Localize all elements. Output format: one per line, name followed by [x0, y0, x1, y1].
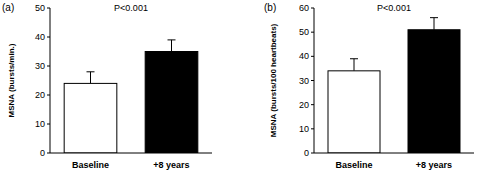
y-tick-label: 40	[299, 51, 309, 61]
error-cap	[350, 58, 358, 59]
x-axis	[50, 153, 212, 154]
error-cap	[430, 17, 438, 18]
y-tick-label: 20	[299, 100, 309, 110]
error-bar	[87, 72, 95, 84]
y-axis	[50, 8, 51, 153]
x-tick-label: +8 years	[153, 160, 189, 170]
error-stem	[90, 72, 91, 84]
annotation: P<0.001	[114, 3, 148, 13]
error-stem	[434, 18, 435, 30]
y-tick-label: 30	[299, 76, 309, 86]
error-stem	[354, 59, 355, 71]
y-tick-label: 40	[35, 32, 45, 42]
error-cap	[87, 71, 95, 72]
y-axis-label: MSNA (bursts/100 heartbeats)	[269, 23, 278, 137]
y-tick-label: 60	[299, 3, 309, 13]
plot-area	[328, 18, 460, 153]
y-axis	[314, 8, 315, 153]
bar	[408, 30, 460, 153]
y-tick-label: 10	[299, 124, 309, 134]
x-tick-label: Baseline	[335, 160, 372, 170]
annotation: P<0.001	[377, 3, 411, 13]
y-tick-label: 50	[35, 3, 45, 13]
x-tick-label: +8 years	[416, 160, 452, 170]
bar	[145, 52, 198, 154]
error-bar	[168, 40, 176, 52]
plot-area	[64, 40, 198, 153]
y-tick-label: 30	[35, 61, 45, 71]
panel-label: (b)	[264, 2, 276, 13]
bar	[328, 71, 380, 153]
x-axis	[314, 153, 474, 154]
error-bar	[430, 18, 438, 30]
error-bar	[350, 59, 358, 71]
y-tick-label: 10	[35, 119, 45, 129]
y-tick-label: 50	[299, 27, 309, 37]
y-tick-label: 0	[40, 148, 45, 158]
y-tick-label: 20	[35, 90, 45, 100]
y-tick-label: 0	[304, 148, 309, 158]
error-stem	[171, 40, 172, 52]
bar	[64, 83, 117, 153]
figure: (a) P<0.001 MSNA (bursts/min.) 0 10 20 30 40 50 B…	[0, 0, 500, 177]
error-cap	[168, 39, 176, 40]
y-axis-label: MSNA (bursts/min.)	[7, 43, 16, 117]
panel-label: (a)	[2, 2, 14, 13]
x-tick-label: Baseline	[72, 160, 109, 170]
